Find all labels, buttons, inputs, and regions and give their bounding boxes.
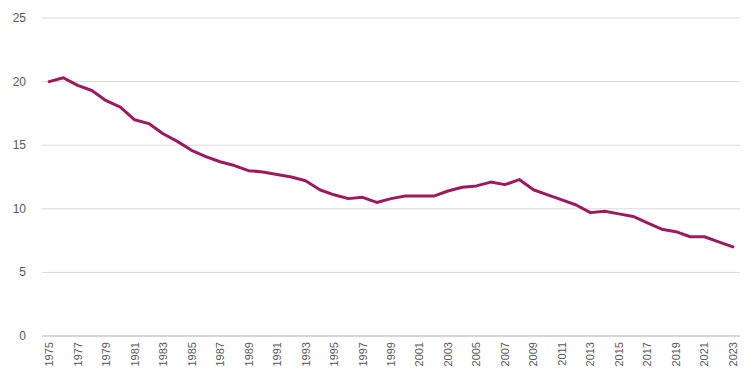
x-tick-label: 1981 xyxy=(129,342,141,366)
y-tick-label: 5 xyxy=(19,265,26,279)
y-tick-label: 0 xyxy=(19,329,26,343)
x-axis: 1975 1977 1979 1981 1983 1985 1987 1989 1991 1993… xyxy=(43,342,739,366)
x-tick-label: 1991 xyxy=(271,342,283,366)
x-tick-label: 2021 xyxy=(698,342,710,366)
x-tick-label: 2003 xyxy=(442,342,454,366)
plot-area xyxy=(49,78,733,247)
y-tick-label: 15 xyxy=(13,138,27,152)
grid-line xyxy=(42,81,740,82)
x-tick-label: 1997 xyxy=(357,342,369,366)
x-tick-label: 2015 xyxy=(613,342,625,366)
y-tick-label: 10 xyxy=(13,202,27,216)
grid-line xyxy=(42,18,740,19)
x-tick-label: 1975 xyxy=(43,342,55,366)
x-tick-label: 1995 xyxy=(328,342,340,366)
x-tick-label: 1985 xyxy=(186,342,198,366)
x-axis-line xyxy=(42,336,740,337)
x-tick-label: 2013 xyxy=(584,342,596,366)
chart-svg: 0510152025197519771979198119831985198719… xyxy=(0,0,756,378)
x-tick-label: 1977 xyxy=(72,342,84,366)
grid-line xyxy=(42,145,740,146)
grid-line xyxy=(42,336,740,337)
x-tick-label: 2001 xyxy=(413,342,425,366)
x-tick-label: 2009 xyxy=(527,342,539,366)
y-axis: 0 5 10 15 20 25 xyxy=(13,11,740,343)
x-tick-label: 1987 xyxy=(214,342,226,366)
x-tick-label: 1979 xyxy=(100,342,112,366)
grid-line xyxy=(42,208,740,209)
chart-container: 0510152025197519771979198119831985198719… xyxy=(0,0,756,378)
x-tick-label: 2017 xyxy=(641,342,653,366)
x-tick-label: 2023 xyxy=(727,342,739,366)
y-tick-label: 25 xyxy=(13,11,27,25)
y-tick-label: 20 xyxy=(13,75,27,89)
grid-line xyxy=(42,272,740,273)
x-tick-label: 2007 xyxy=(499,342,511,366)
x-tick-label: 1989 xyxy=(243,342,255,366)
data-line xyxy=(49,78,733,247)
x-tick-label: 1993 xyxy=(300,342,312,366)
x-tick-label: 2005 xyxy=(470,342,482,366)
x-tick-label: 1983 xyxy=(157,342,169,366)
x-tick-label: 1999 xyxy=(385,342,397,366)
x-tick-label: 2019 xyxy=(670,342,682,366)
x-tick-label: 2011 xyxy=(556,342,568,366)
